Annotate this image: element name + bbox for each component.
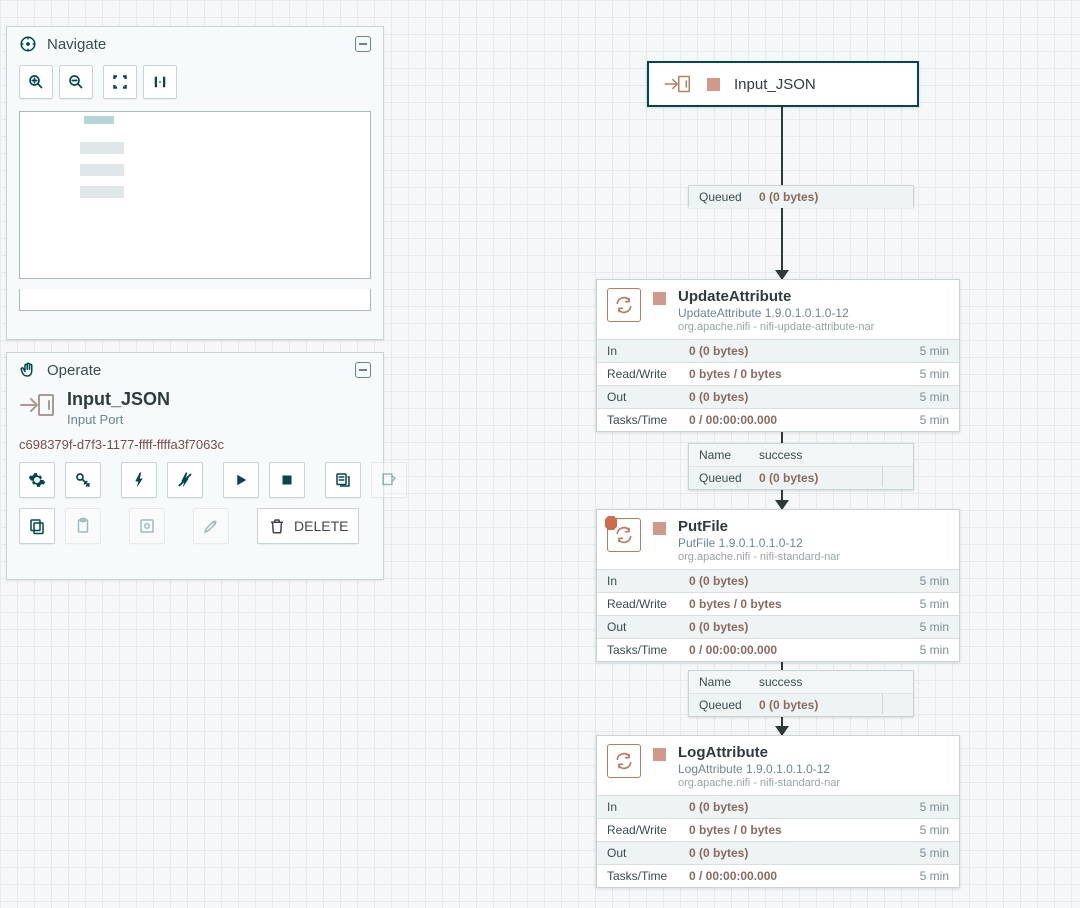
configure-button[interactable]: [19, 462, 55, 498]
navigate-title: Navigate: [47, 36, 106, 53]
flow-arrow: [781, 107, 783, 185]
queued-label: Queued: [699, 471, 759, 485]
navigate-footer: [19, 289, 371, 311]
birdseye-node: [80, 186, 124, 198]
zoom-actual-button[interactable]: [143, 65, 177, 99]
processor-title: UpdateAttribute: [678, 288, 874, 305]
name-label: Name: [699, 675, 759, 689]
stopped-icon: [653, 522, 666, 535]
zoom-fit-button[interactable]: [103, 65, 137, 99]
processor-icon: [607, 518, 641, 552]
disable-button[interactable]: [167, 462, 203, 498]
operate-component-id: c698379f-d7f3-1177-ffff-ffffa3f7063c: [19, 437, 371, 452]
compass-icon: [19, 35, 37, 53]
name-label: Name: [699, 448, 759, 462]
connection-node[interactable]: Namesuccess Queued0 (0 bytes): [688, 670, 914, 717]
stopped-icon: [653, 292, 666, 305]
enable-button[interactable]: [121, 462, 157, 498]
input-port-label: Input_JSON: [734, 76, 816, 93]
delete-label: DELETE: [294, 518, 348, 534]
stopped-icon: [653, 748, 666, 761]
processor-icon: [607, 288, 641, 322]
birdseye-node: [84, 116, 114, 124]
processor-update-attribute[interactable]: UpdateAttribute UpdateAttribute 1.9.0.1.…: [596, 279, 960, 432]
group-button: [129, 508, 165, 544]
processor-title: LogAttribute: [678, 744, 840, 761]
flow-arrow: [781, 207, 783, 279]
processor-type: LogAttribute 1.9.0.1.0.1.0-12: [678, 762, 840, 776]
color-button: [193, 508, 229, 544]
birdseye-node: [80, 164, 124, 176]
processor-icon: [607, 744, 641, 778]
delete-button[interactable]: DELETE: [257, 508, 359, 544]
upload-template-button: [371, 462, 407, 498]
processor-title: PutFile: [678, 518, 840, 535]
operate-component-type: Input Port: [67, 412, 170, 427]
processor-put-file[interactable]: PutFile PutFile 1.9.0.1.0.1.0-12 org.apa…: [596, 509, 960, 662]
birdseye-view[interactable]: [19, 111, 371, 279]
operate-panel: Operate Input_JSON Input Port c698379f-d…: [6, 352, 384, 580]
access-policies-button[interactable]: [65, 462, 101, 498]
input-port-icon: [19, 389, 57, 421]
processor-log-attribute[interactable]: LogAttribute LogAttribute 1.9.0.1.0.1.0-…: [596, 735, 960, 888]
collapse-button[interactable]: [355, 362, 371, 378]
name-value: success: [759, 448, 903, 462]
processor-type: PutFile 1.9.0.1.0.1.0-12: [678, 536, 840, 550]
connection-node[interactable]: Queued0 (0 bytes): [688, 185, 914, 207]
input-port-icon: [663, 72, 693, 96]
processor-bundle: org.apache.nifi - nifi-update-attribute-…: [678, 321, 874, 333]
copy-button[interactable]: [19, 508, 55, 544]
processor-type: UpdateAttribute 1.9.0.1.0.1.0-12: [678, 306, 874, 320]
birdseye-node: [80, 142, 124, 154]
stopped-icon: [707, 78, 720, 91]
name-value: success: [759, 675, 903, 689]
create-template-button[interactable]: [325, 462, 361, 498]
processor-bundle: org.apache.nifi - nifi-standard-nar: [678, 777, 840, 789]
queued-label: Queued: [699, 698, 759, 712]
input-port-node[interactable]: Input_JSON: [647, 61, 919, 107]
navigate-panel: Navigate: [6, 26, 384, 340]
queued-value: 0 (0 bytes): [759, 190, 903, 204]
stop-button[interactable]: [269, 462, 305, 498]
collapse-button[interactable]: [355, 36, 371, 52]
queued-label: Queued: [699, 190, 759, 204]
zoom-in-button[interactable]: [19, 65, 53, 99]
operate-title: Operate: [47, 362, 101, 379]
processor-bundle: org.apache.nifi - nifi-standard-nar: [678, 551, 840, 563]
zoom-out-button[interactable]: [59, 65, 93, 99]
hand-icon: [19, 361, 37, 379]
paste-button: [65, 508, 101, 544]
connection-node[interactable]: Namesuccess Queued0 (0 bytes): [688, 443, 914, 490]
start-button[interactable]: [223, 462, 259, 498]
operate-component-name: Input_JSON: [67, 389, 170, 410]
